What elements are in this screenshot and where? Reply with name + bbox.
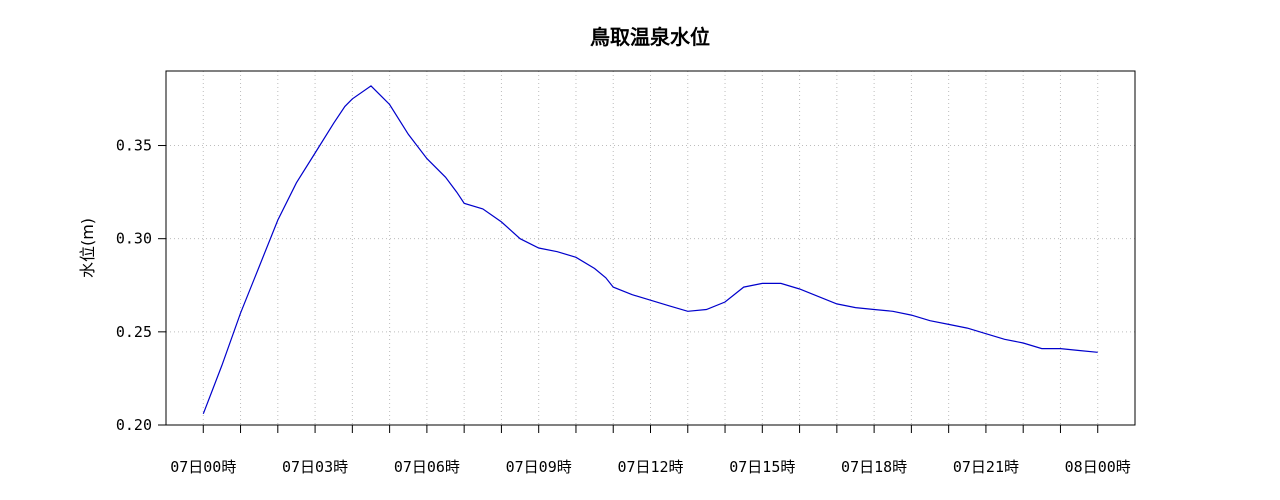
x-tick-label: 07日03時	[282, 458, 348, 476]
x-tick-label: 07日09時	[506, 458, 572, 476]
water-level-line	[202, 85, 1098, 415]
grid-lines	[166, 71, 1135, 426]
y-tick-label: 0.30	[116, 230, 152, 248]
x-axis-ticks: 07日00時 07日03時 07日06時 07日09時 07日12時 07日15時 07日1…	[170, 425, 1131, 476]
x-tick-label: 07日18時	[841, 458, 907, 476]
x-tick-label: 07日12時	[617, 458, 683, 476]
y-axis-label: 水位(m)	[78, 218, 97, 278]
x-tick-label: 07日00時	[170, 458, 236, 476]
y-axis-ticks: 0.20 0.25 0.30 0.35	[116, 137, 166, 434]
x-tick-label: 07日15時	[729, 458, 795, 476]
y-tick-label: 0.35	[116, 137, 152, 155]
chart-title: 鳥取温泉水位	[590, 25, 710, 49]
y-tick-label: 0.20	[116, 416, 152, 434]
y-tick-label: 0.25	[116, 323, 152, 341]
x-tick-label: 08日00時	[1065, 458, 1131, 476]
x-tick-label: 07日21時	[953, 458, 1019, 476]
x-tick-label: 07日06時	[394, 458, 460, 476]
